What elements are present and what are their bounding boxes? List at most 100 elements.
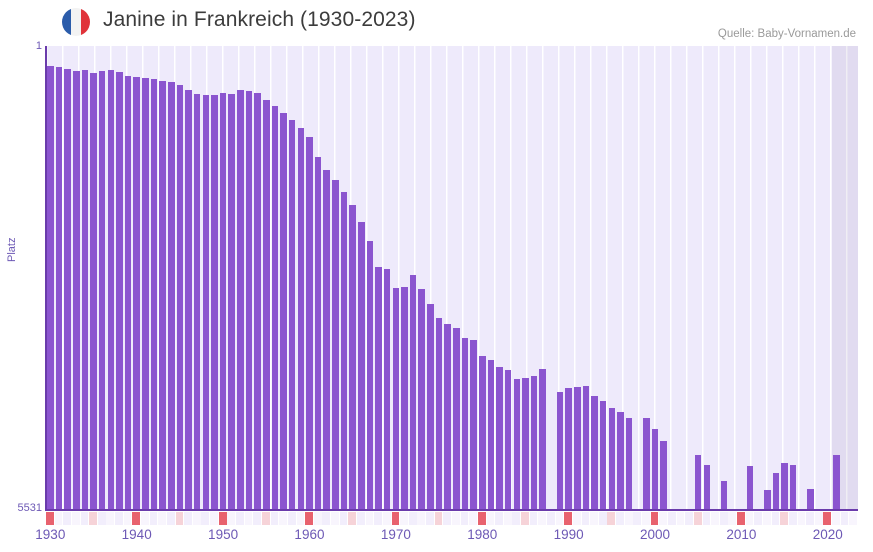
bar: [202, 95, 210, 510]
bar: [461, 337, 469, 510]
france-flag-icon: [62, 8, 90, 36]
bar: [375, 267, 382, 510]
x-axis-tick-cell: [382, 511, 391, 525]
x-axis-tick-cell: [279, 511, 287, 525]
x-axis-tick-cell: [529, 511, 538, 525]
x-axis-tick-cell: [175, 511, 184, 525]
y-axis-tick-top-label: 1: [35, 40, 42, 52]
x-axis-tick-cell: [305, 511, 313, 525]
bar: [470, 339, 477, 510]
bar: [556, 391, 564, 510]
bar: [366, 241, 374, 510]
x-axis-tick-cell: [469, 511, 477, 525]
x-axis-tick-cell: [253, 511, 262, 525]
x-axis-tick-cell: [348, 511, 357, 525]
x-axis-tick-cell: [408, 511, 417, 525]
bar: [504, 369, 512, 510]
x-axis-tick-cell: [201, 511, 210, 525]
bar: [418, 289, 426, 510]
bar: [245, 91, 253, 510]
bar: [478, 355, 486, 510]
x-axis-tick-cell: [771, 511, 780, 525]
bar: [176, 85, 184, 510]
page-title: Janine in Frankreich (1930-2023): [103, 8, 416, 31]
bar: [643, 417, 650, 510]
x-axis-tick-cell: [71, 511, 80, 525]
x-axis-tick-cell: [452, 511, 460, 525]
x-axis-tick-cell: [89, 511, 97, 525]
x-axis-tick-cell: [261, 511, 270, 525]
x-axis-tick-cell: [780, 511, 788, 525]
bar: [211, 94, 218, 510]
x-axis-tick-strip: [46, 511, 858, 525]
x-axis-tick-cell: [737, 511, 745, 525]
bar: [358, 222, 365, 510]
bar: [530, 375, 538, 510]
x-axis-tick-cell: [46, 511, 54, 525]
x-axis-tick-cell: [123, 511, 132, 525]
flag-band-blue: [62, 8, 72, 36]
x-axis-tick-cell: [581, 511, 590, 525]
bar: [150, 79, 158, 510]
bar: [332, 180, 339, 510]
x-axis-tick-cell: [227, 511, 236, 525]
bar: [703, 464, 711, 510]
x-axis-tick-cell: [356, 511, 365, 525]
x-axis-tick-cell: [339, 511, 348, 525]
bar: [288, 119, 296, 510]
x-axis-labels: 1930 1940 1950 1960 1970 1980 1990 2000 2010 2020: [35, 527, 858, 549]
bar: [72, 71, 80, 510]
chart-header: Janine in Frankreich (1930-2023) Quelle:…: [0, 0, 873, 46]
x-axis-tick-label: 2020: [812, 527, 843, 542]
x-axis-tick-cell: [823, 511, 832, 525]
x-axis-tick-cell: [607, 511, 616, 525]
x-axis-tick-cell: [166, 511, 175, 525]
bar: [746, 466, 754, 510]
x-axis-tick-cell: [287, 511, 296, 525]
x-axis-tick-cell: [158, 511, 167, 525]
bar: [262, 100, 270, 510]
bar: [625, 418, 633, 510]
x-axis-tick-cell: [616, 511, 624, 525]
y-axis-line: [45, 46, 47, 510]
x-axis-tick-label: 1960: [294, 527, 325, 542]
x-axis-tick-cell: [555, 511, 564, 525]
x-axis-tick-cell: [590, 511, 598, 525]
bar: [254, 93, 261, 510]
y-axis-tick-bottom: 5531: [2, 502, 42, 514]
bar: [280, 113, 287, 510]
x-axis-tick-cell: [391, 511, 400, 525]
x-axis-tick-cell: [572, 511, 581, 525]
x-axis-tick-cell: [762, 511, 771, 525]
x-axis-tick-cell: [814, 511, 823, 525]
x-axis-tick-cell: [210, 511, 218, 525]
bar: [159, 80, 166, 510]
bar: [539, 368, 546, 510]
bar: [116, 71, 123, 510]
bar: [185, 89, 192, 510]
bar: [573, 386, 581, 510]
bar: [781, 462, 788, 510]
x-axis-tick-cell: [797, 511, 806, 525]
x-axis-tick-cell: [426, 511, 434, 525]
x-axis-tick-cell: [115, 511, 123, 525]
x-axis-tick-cell: [702, 511, 711, 525]
bar: [64, 69, 71, 510]
x-axis-tick-cell: [521, 511, 529, 525]
x-axis-tick-cell: [849, 511, 858, 525]
bar: [55, 67, 63, 510]
bar: [453, 327, 460, 510]
x-axis-tick-cell: [711, 511, 719, 525]
x-axis-tick-cell: [659, 511, 668, 525]
bar: [409, 274, 417, 510]
flag-band-white: [71, 8, 81, 36]
x-axis-tick-cell: [54, 511, 63, 525]
bar: [807, 488, 814, 510]
x-axis-tick-label: 2000: [639, 527, 671, 542]
bar: [237, 90, 244, 510]
chart-plot-area: [46, 46, 858, 510]
x-axis-tick-cell: [97, 511, 106, 525]
bar: [314, 156, 322, 510]
x-axis-tick-cell: [564, 511, 573, 525]
x-axis-tick-cell: [236, 511, 244, 525]
